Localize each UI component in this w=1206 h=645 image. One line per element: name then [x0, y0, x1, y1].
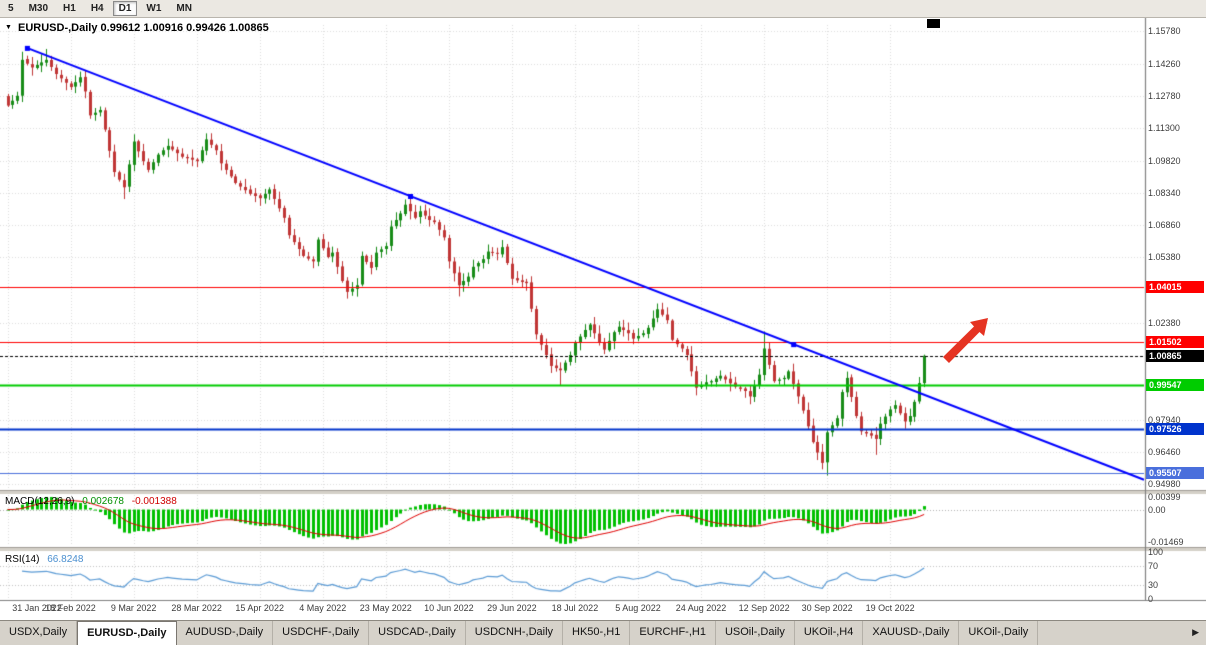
rsi-title: RSI(14) [5, 554, 40, 565]
chart-tab-hk50-h1[interactable]: HK50-,H1 [563, 621, 631, 645]
timeframe-button-d1[interactable]: D1 [112, 1, 138, 16]
price-axis-label: 1.14260 [1148, 58, 1181, 69]
price-axis-label: 1.02380 [1148, 317, 1181, 328]
price-axis-label: 1.08340 [1148, 187, 1181, 198]
date-axis-label: 29 Jun 2022 [487, 603, 537, 613]
price-axis-label: 1.06860 [1148, 220, 1181, 231]
chart-tab-audusd-daily[interactable]: AUDUSD-,Daily [177, 621, 274, 645]
date-axis-label: 10 Jun 2022 [424, 603, 474, 613]
chart-tab-usoil-daily[interactable]: USOil-,Daily [716, 621, 795, 645]
date-axis-label: 15 Apr 2022 [235, 603, 284, 613]
level-price-tag: 0.99547 [1146, 378, 1204, 391]
current-price-tag: 1.00865 [1146, 349, 1204, 362]
date-axis-label: 18 Feb 2022 [45, 603, 96, 613]
rsi-axis-label: 100 [1148, 547, 1164, 557]
timeframe-button-5[interactable]: 5 [8, 3, 14, 14]
chart-tab-ukoil-daily[interactable]: UKOil-,Daily [959, 621, 1039, 645]
macd-axis-label: -0.01469 [1148, 537, 1184, 547]
level-price-tag: 1.04015 [1146, 281, 1204, 294]
quote-ohlc: 0.99612 1.00916 0.99426 1.00865 [100, 22, 269, 34]
chart-tab-usdcad-daily[interactable]: USDCAD-,Daily [369, 621, 466, 645]
date-axis-label: 23 May 2022 [359, 603, 412, 613]
ohlc-readout: ▼ EURUSD-,Daily 0.99612 1.00916 0.99426 … [5, 22, 269, 34]
level-price-tag: 0.95507 [1146, 466, 1204, 479]
buy-arrow-shape[interactable] [943, 318, 988, 363]
quote-symbol: EURUSD-,Daily [18, 22, 98, 34]
macd-value-signal: -0.001388 [131, 496, 177, 507]
buy-arrow-annotation[interactable] [936, 316, 992, 366]
date-axis-label: 24 Aug 2022 [675, 603, 727, 613]
rsi-axis-label: 70 [1148, 561, 1159, 572]
price-axis-label: 1.09820 [1148, 155, 1181, 166]
chart-tab-usdcnh-daily[interactable]: USDCNH-,Daily [466, 621, 564, 645]
price-axis-label: 1.15780 [1148, 25, 1181, 36]
rsi-axis-label: 0 [1148, 594, 1154, 604]
timeframe-toolbar: 5 M30 H1 H4 D1 W1 MN [0, 0, 1206, 18]
date-axis-label: 12 Sep 2022 [738, 603, 790, 613]
date-axis-label: 30 Sep 2022 [801, 603, 853, 613]
price-axis-label: 1.11300 [1148, 123, 1180, 134]
tab-scroll-right-button[interactable]: ▶ [1185, 621, 1206, 645]
date-axis-label: 31 Jan 2022 [12, 603, 62, 613]
rsi-value: 66.8248 [47, 554, 84, 565]
rsi-axis-label: 30 [1148, 579, 1159, 590]
price-axis-label: 0.97940 [1148, 414, 1181, 425]
price-axis-label: 0.94980 [1148, 478, 1181, 489]
price-axis-label: 0.96460 [1148, 446, 1181, 457]
timeframe-button-h1[interactable]: H1 [63, 3, 76, 14]
price-axis-label: 1.12780 [1148, 91, 1181, 102]
macd-title: MACD(12,26,9) [5, 496, 75, 507]
chart-overlay: ▼ EURUSD-,Daily 0.99612 1.00916 0.99426 … [0, 18, 1206, 620]
symbol-dropdown-icon[interactable]: ▼ [5, 24, 12, 31]
timeframe-button-m30[interactable]: M30 [28, 3, 49, 14]
chart-tabbar: USDX,Daily EURUSD-,Daily AUDUSD-,Daily USDC… [0, 620, 1206, 645]
level-price-tag: 0.97526 [1146, 422, 1204, 435]
macd-axis-label: 0.00399 [1148, 492, 1181, 502]
chart-canvas[interactable] [0, 18, 1206, 620]
chart-tab-usdx-daily[interactable]: USDX,Daily [0, 621, 78, 645]
chart-tab-eurusd-daily[interactable]: EURUSD-,Daily [77, 621, 177, 645]
price-axis-label: 1.05380 [1148, 252, 1181, 263]
rsi-label: RSI(14) 66.8248 [5, 554, 83, 565]
timeframe-button-w1[interactable]: W1 [146, 3, 162, 14]
date-axis-label: 19 Oct 2022 [865, 603, 915, 613]
date-axis-label: 9 Mar 2022 [110, 603, 157, 613]
date-axis-label: 28 Mar 2022 [171, 603, 222, 613]
chart-tabs: USDX,Daily EURUSD-,Daily AUDUSD-,Daily USDC… [0, 621, 1039, 645]
macd-label: MACD(12,26,9) 0.002678 -0.001388 [5, 496, 177, 507]
timeframe-button-mn[interactable]: MN [176, 3, 192, 14]
macd-axis-label: 0.00 [1148, 504, 1166, 515]
chart-container[interactable]: ▼ EURUSD-,Daily 0.99612 1.00916 0.99426 … [0, 18, 1206, 620]
chart-tab-xauusd-daily[interactable]: XAUUSD-,Daily [863, 621, 960, 645]
right-arrow-icon: ▶ [1192, 627, 1199, 637]
macd-value-main: 0.002678 [82, 496, 124, 507]
timeframe-button-h4[interactable]: H4 [90, 3, 104, 14]
date-axis-label: 5 Aug 2022 [615, 603, 661, 613]
date-axis-label: 18 Jul 2022 [551, 603, 599, 613]
chart-tab-eurchf-h1[interactable]: EURCHF-,H1 [630, 621, 716, 645]
chart-tab-usdchf-daily[interactable]: USDCHF-,Daily [273, 621, 370, 645]
level-price-tag: 1.01502 [1146, 335, 1204, 348]
chart-shift-marker[interactable] [927, 19, 940, 28]
chart-tab-ukoil-h4[interactable]: UKOil-,H4 [795, 621, 864, 645]
date-axis-label: 4 May 2022 [299, 603, 347, 613]
